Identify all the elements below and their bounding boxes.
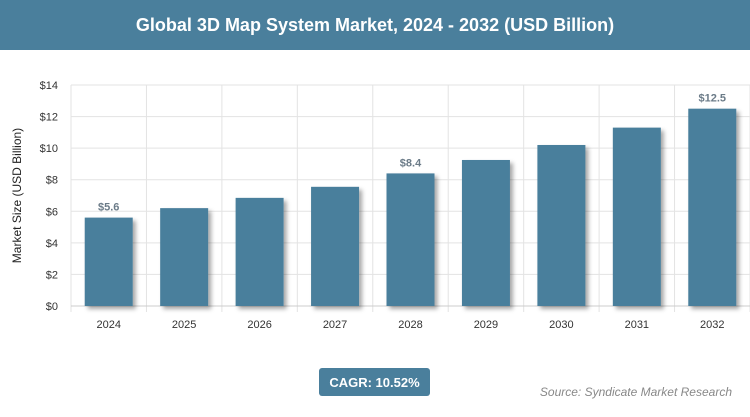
- bar-2028: [386, 173, 435, 306]
- y-tick-label: $6: [46, 206, 58, 218]
- y-axis-label: Market Size (USD Billion): [10, 128, 24, 263]
- bar-2026: [235, 197, 284, 306]
- bar-2031: [612, 127, 661, 306]
- y-tick-label: $12: [40, 112, 58, 124]
- x-tick-label: 2028: [398, 319, 422, 331]
- y-tick-label: $14: [40, 80, 58, 92]
- bar-chart: $0 $2 $4 $6 $8 $10 $12 $14 2024 $5.6 2025 2026 2027 2…: [10, 80, 750, 331]
- y-tick-label: $10: [40, 143, 58, 155]
- cagr-badge: CAGR: 10.52%: [319, 368, 430, 396]
- x-tick-label: 2024: [96, 319, 120, 331]
- source-note: Source: Syndicate Market Research: [539, 385, 732, 399]
- x-tick-label: 2029: [474, 319, 498, 331]
- x-tick-label: 2027: [323, 319, 347, 331]
- x-tick-label: 2025: [172, 319, 196, 331]
- data-label: $5.6: [98, 202, 119, 214]
- bar-2025: [160, 208, 209, 306]
- bar-2030: [537, 144, 586, 306]
- bar-2027: [311, 186, 360, 306]
- bar-2029: [461, 159, 510, 306]
- y-tick-label: $8: [46, 175, 58, 187]
- y-tick-label: $0: [46, 301, 58, 313]
- data-label: $8.4: [400, 157, 422, 169]
- x-tick-label: 2026: [247, 319, 271, 331]
- y-tick-label: $4: [46, 238, 58, 250]
- data-label: $12.5: [699, 93, 727, 105]
- x-tick-label: 2030: [549, 319, 573, 331]
- chart-title: Global 3D Map System Market, 2024 - 2032…: [0, 0, 750, 50]
- y-tick-label: $2: [46, 269, 58, 281]
- bar-2032: [688, 108, 737, 306]
- bar-2024: [84, 217, 133, 306]
- x-tick-label: 2031: [625, 319, 649, 331]
- x-tick-label: 2032: [700, 319, 724, 331]
